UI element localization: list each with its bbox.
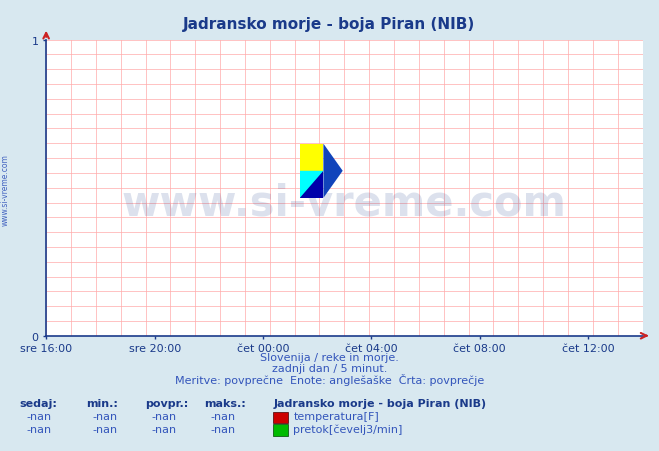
Text: sedaj:: sedaj: [20,398,57,408]
Polygon shape [300,144,324,171]
Text: -nan: -nan [26,411,51,421]
Text: -nan: -nan [26,424,51,434]
Text: -nan: -nan [92,411,117,421]
Text: Jadransko morje - boja Piran (NIB): Jadransko morje - boja Piran (NIB) [273,398,486,408]
Text: Jadransko morje - boja Piran (NIB): Jadransko morje - boja Piran (NIB) [183,17,476,32]
Text: www.si-vreme.com: www.si-vreme.com [122,182,567,224]
Text: -nan: -nan [211,411,236,421]
Text: -nan: -nan [152,411,177,421]
Text: -nan: -nan [92,424,117,434]
Text: min.:: min.: [86,398,117,408]
Text: -nan: -nan [211,424,236,434]
Text: -nan: -nan [152,424,177,434]
Text: zadnji dan / 5 minut.: zadnji dan / 5 minut. [272,363,387,373]
Text: maks.:: maks.: [204,398,246,408]
Polygon shape [324,144,343,198]
Text: temperatura[F]: temperatura[F] [293,411,379,421]
Polygon shape [300,171,324,198]
Text: www.si-vreme.com: www.si-vreme.com [1,153,10,226]
Polygon shape [300,171,324,198]
Text: povpr.:: povpr.: [145,398,188,408]
Text: Slovenija / reke in morje.: Slovenija / reke in morje. [260,353,399,363]
Text: Meritve: povprečne  Enote: anglešaške  Črta: povprečje: Meritve: povprečne Enote: anglešaške Črt… [175,373,484,386]
Text: pretok[čevelj3/min]: pretok[čevelj3/min] [293,424,403,434]
